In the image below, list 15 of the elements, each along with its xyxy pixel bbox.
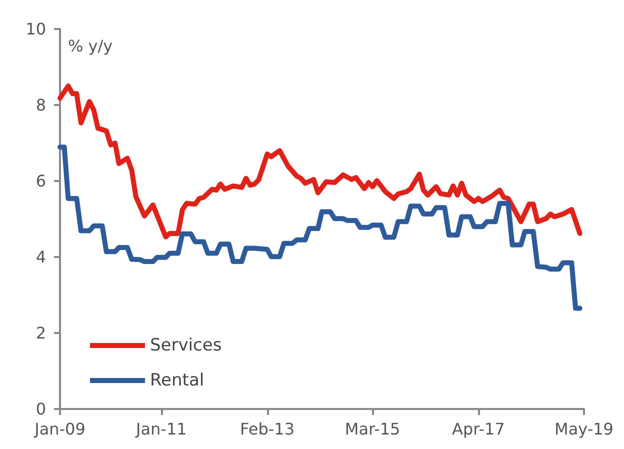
y-axis-title: % y/y	[68, 36, 113, 56]
y-tick-label: 0	[36, 400, 46, 418]
y-tick-label: 6	[36, 172, 46, 190]
legend-label: Rental	[150, 370, 204, 390]
y-tick-label: 4	[36, 248, 46, 266]
x-tick-label: Jan-11	[135, 420, 187, 438]
y-tick-label: 8	[36, 96, 46, 114]
x-tick-label: Feb-13	[240, 420, 294, 438]
x-tick-label: Jan-09	[34, 420, 86, 438]
y-tick-label: 10	[26, 20, 46, 38]
x-tick-label: Apr-17	[452, 420, 505, 438]
y-tick-label: 2	[36, 324, 46, 342]
x-tick-label: Mar-15	[344, 420, 400, 438]
legend-label: Services	[150, 336, 222, 356]
x-tick-label: May-19	[554, 420, 614, 438]
